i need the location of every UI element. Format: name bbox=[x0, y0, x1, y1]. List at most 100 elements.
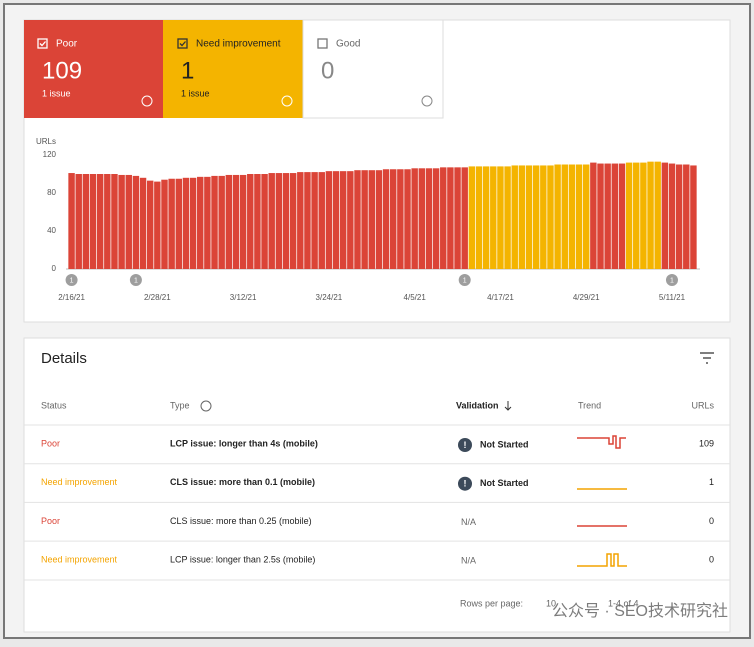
tab-label: Need improvement bbox=[196, 39, 281, 50]
bar bbox=[132, 175, 140, 269]
bar bbox=[332, 171, 340, 269]
y-tick-label: 80 bbox=[47, 188, 56, 197]
bar bbox=[440, 167, 447, 269]
bar bbox=[325, 171, 333, 269]
bar bbox=[468, 166, 476, 269]
checkbox[interactable] bbox=[177, 38, 188, 49]
issue-type: CLS issue: more than 0.1 (mobile) bbox=[170, 477, 315, 487]
bar bbox=[68, 173, 75, 269]
bar bbox=[82, 174, 90, 269]
bar bbox=[261, 174, 268, 269]
col-header: Status bbox=[41, 400, 67, 410]
bar bbox=[475, 166, 483, 269]
validation: Not Started bbox=[480, 439, 529, 449]
check bbox=[179, 41, 186, 47]
issue-type: LCP issue: longer than 4s (mobile) bbox=[170, 438, 318, 448]
bar bbox=[175, 178, 183, 269]
filter-icon[interactable] bbox=[700, 352, 714, 364]
help-icon[interactable] bbox=[281, 95, 293, 107]
tab-poor[interactable] bbox=[24, 20, 163, 118]
bar bbox=[454, 167, 461, 269]
y-tick-label: 40 bbox=[47, 226, 56, 235]
bar bbox=[368, 170, 375, 269]
tab-sub: 1 issue bbox=[181, 88, 210, 98]
annotation-marker[interactable] bbox=[458, 274, 471, 286]
bar bbox=[432, 168, 440, 269]
checkbox[interactable] bbox=[37, 38, 48, 49]
issue-type: CLS issue: more than 0.25 (mobile) bbox=[170, 516, 312, 526]
col-header: Type bbox=[170, 400, 190, 410]
issue-type: LCP issue: longer than 2.5s (mobile) bbox=[170, 554, 315, 564]
bar bbox=[89, 174, 97, 269]
status-icon-mark: ! bbox=[464, 440, 467, 450]
bar bbox=[225, 174, 233, 269]
help-icon[interactable] bbox=[141, 95, 153, 107]
bar bbox=[239, 174, 247, 269]
bar bbox=[204, 176, 211, 269]
annotation-marker[interactable] bbox=[665, 274, 678, 286]
col-header[interactable]: Validation bbox=[456, 400, 499, 410]
bar bbox=[282, 173, 290, 269]
bar bbox=[311, 172, 318, 269]
bar bbox=[425, 168, 433, 269]
bar bbox=[189, 177, 197, 269]
bar bbox=[661, 162, 669, 269]
status: Poor bbox=[41, 516, 60, 526]
bar bbox=[668, 163, 676, 269]
bar bbox=[518, 165, 526, 269]
bar bbox=[582, 164, 590, 269]
details-card bbox=[23, 337, 731, 633]
bar bbox=[575, 164, 583, 269]
validation: N/A bbox=[461, 555, 476, 565]
x-tick-label: 2/28/21 bbox=[144, 293, 171, 302]
bar bbox=[640, 162, 647, 269]
bar bbox=[532, 165, 540, 269]
tab-need-improvement[interactable] bbox=[163, 20, 303, 118]
bar bbox=[590, 162, 597, 269]
bar bbox=[125, 174, 132, 269]
bar bbox=[447, 167, 454, 269]
y-tick-label: 0 bbox=[52, 264, 57, 273]
bar bbox=[318, 172, 325, 269]
x-tick-label: 4/5/21 bbox=[404, 293, 427, 302]
bar bbox=[289, 173, 297, 269]
tab-count: 0 bbox=[321, 57, 334, 84]
x-tick-label: 4/17/21 bbox=[487, 293, 514, 302]
col-header: URLs bbox=[691, 400, 714, 410]
bar bbox=[104, 174, 111, 269]
bar bbox=[611, 163, 619, 269]
bar bbox=[111, 174, 118, 269]
bar bbox=[339, 171, 347, 269]
status-icon bbox=[458, 438, 472, 452]
urls: 1 bbox=[709, 477, 714, 487]
bar bbox=[683, 164, 690, 269]
x-tick-label: 3/24/21 bbox=[316, 293, 343, 302]
bar bbox=[382, 169, 390, 269]
help-icon[interactable] bbox=[200, 400, 212, 412]
per-page[interactable]: 10 bbox=[546, 598, 556, 608]
bar bbox=[118, 174, 125, 269]
bar bbox=[268, 173, 275, 269]
annotation-marker[interactable] bbox=[65, 274, 78, 286]
bar bbox=[297, 172, 304, 269]
annotation-marker[interactable] bbox=[129, 274, 142, 286]
bar bbox=[168, 178, 175, 269]
x-tick-label: 4/29/21 bbox=[573, 293, 600, 302]
tab-good[interactable] bbox=[302, 19, 444, 119]
help-icon[interactable] bbox=[421, 95, 433, 107]
bar bbox=[504, 166, 511, 269]
bar bbox=[75, 174, 82, 269]
x-tick-label: 2/16/21 bbox=[58, 293, 85, 302]
bar bbox=[347, 171, 354, 269]
x-tick-label: 3/12/21 bbox=[230, 293, 257, 302]
bar bbox=[604, 163, 611, 269]
bar bbox=[561, 164, 568, 269]
status: Need improvement bbox=[41, 554, 118, 564]
bar bbox=[597, 163, 604, 269]
rows-per-page: Rows per page: bbox=[460, 598, 523, 608]
watermark: 公众号 · SEO技术研究社 bbox=[552, 602, 728, 620]
annotation-label: 1 bbox=[70, 277, 74, 284]
checkbox[interactable] bbox=[317, 38, 328, 49]
bar bbox=[218, 175, 225, 269]
tab-label: Good bbox=[336, 39, 360, 50]
